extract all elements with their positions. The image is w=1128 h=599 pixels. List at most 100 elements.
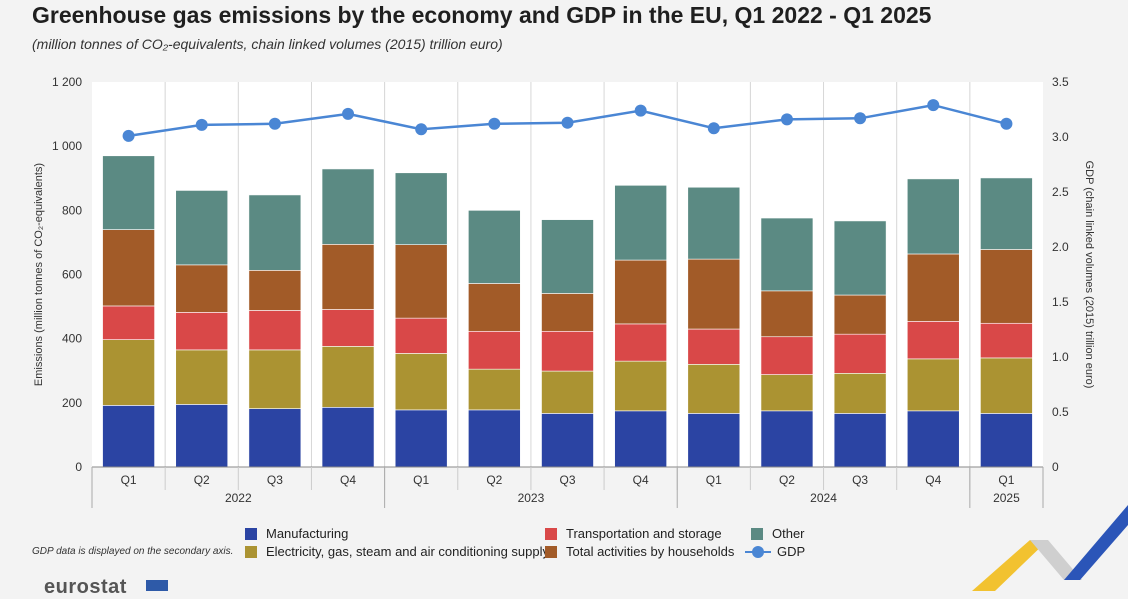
x-tick-label: Q2: [194, 473, 210, 487]
bar-segment: [321, 346, 375, 408]
bar-segment: [175, 349, 229, 405]
gdp-point: [342, 107, 355, 120]
bar-segment: [614, 185, 667, 261]
gdp-point: [854, 112, 867, 125]
y2-tick-label: 2.5: [1052, 185, 1069, 199]
bar-segment: [394, 244, 448, 319]
chart-svg: 0 200 400 600 800 1 000 1 200 0 0.5 1.0 1.5 2.0 2.5 3…: [33, 75, 1095, 508]
year-label: 2022: [225, 491, 252, 505]
y2-tick-label: 3.5: [1052, 75, 1069, 89]
x-tick-label: Q4: [340, 473, 356, 487]
bar-segment: [687, 258, 741, 330]
bar-segment: [906, 178, 960, 255]
x-tick-label: Q1: [998, 473, 1014, 487]
gdp-point: [195, 118, 208, 131]
bar-segment: [102, 155, 155, 230]
year-label: 2024: [810, 491, 837, 505]
footnote: GDP data is displayed on the secondary a…: [32, 546, 234, 557]
gdp-point: [780, 113, 793, 126]
y-tick-label: 400: [62, 332, 82, 346]
legend-swatch: [545, 545, 557, 558]
legend-label: Other: [772, 526, 805, 541]
x-tick-label: Q3: [267, 473, 283, 487]
legend-transportation: Transportation and storage: [545, 526, 722, 541]
legend-gdp-swatch: [745, 545, 771, 558]
bar-segment: [980, 413, 1033, 468]
bar-segment: [614, 323, 667, 362]
x-tick-label: Q1: [706, 473, 722, 487]
bar-segment: [102, 229, 155, 307]
bar-segment: [687, 186, 741, 260]
legend-other: Other: [751, 526, 805, 541]
y2-tick-label: 3.0: [1052, 130, 1069, 144]
bar-segment: [248, 310, 302, 351]
year-label: 2025: [993, 491, 1020, 505]
bar-segment: [980, 249, 1033, 324]
legend-swatch: [751, 527, 763, 540]
legend-households: Total activities by households: [545, 544, 734, 559]
bar-segment: [980, 177, 1033, 250]
y-tick-label: 1 000: [52, 139, 82, 153]
legend-gdp: GDP: [745, 544, 805, 559]
x-tick-label: Q3: [852, 473, 868, 487]
bar-segment: [906, 358, 960, 412]
x-tick-label: Q2: [486, 473, 502, 487]
x-tick-label: Q2: [779, 473, 795, 487]
bar-segment: [321, 244, 375, 310]
decorative-chevron-icon: [972, 505, 1128, 591]
y2-tick-label: 2.0: [1052, 240, 1069, 254]
x-tick-label: Q3: [559, 473, 575, 487]
bar-segment: [248, 194, 302, 271]
bar-segment: [102, 305, 155, 340]
bar-segment: [760, 290, 814, 338]
gdp-point: [927, 99, 940, 112]
bar-segment: [760, 217, 814, 292]
bar-segment: [906, 410, 960, 468]
bar-segment: [321, 168, 375, 245]
chart-title: Greenhouse gas emissions by the economy …: [32, 2, 932, 28]
x-tick-label: Q1: [413, 473, 429, 487]
bar-segment: [394, 172, 448, 245]
chart-subtitle: (million tonnes of CO₂-equivalents, chai…: [32, 36, 503, 52]
x-tick-label: Q1: [121, 473, 137, 487]
bar-segment: [468, 330, 521, 370]
y2-tick-label: 0: [1052, 460, 1059, 474]
bar-segment: [468, 210, 521, 284]
bar-segment: [541, 293, 594, 332]
y2-tick-label: 1.0: [1052, 350, 1069, 364]
bar-segment: [468, 283, 521, 332]
bar-segment: [906, 253, 960, 322]
legend-manufacturing: Manufacturing: [245, 526, 348, 541]
bar-segment: [614, 259, 667, 325]
bar-segment: [541, 370, 594, 414]
legend-label: Manufacturing: [266, 526, 349, 541]
bar-segment: [102, 339, 155, 406]
bar-segment: [175, 190, 229, 266]
bar-segment: [833, 413, 887, 468]
bar-segment: [248, 408, 302, 468]
legend-label: Electricity, gas, steam and air conditio…: [266, 544, 550, 559]
bar-segment: [760, 374, 814, 412]
bar-segment: [687, 364, 741, 414]
legend-label: Total activities by households: [566, 544, 735, 559]
y2-tick-label: 0.5: [1052, 405, 1069, 419]
bar-segment: [175, 404, 229, 468]
y2-axis-title: GDP (chain linked volumes (2015) trillio…: [1083, 161, 1095, 389]
gdp-point: [415, 123, 428, 136]
bar-segment: [833, 373, 887, 414]
bar-segment: [980, 322, 1033, 359]
gdp-point: [561, 116, 574, 129]
bar-segment: [468, 368, 521, 411]
legend-electricity: Electricity, gas, steam and air conditio…: [245, 544, 549, 559]
gdp-point: [634, 104, 647, 117]
y2-tick-label: 1.5: [1052, 295, 1069, 309]
x-tick-label: Q4: [633, 473, 649, 487]
y-tick-label: 1 200: [52, 75, 82, 89]
bar-segment: [248, 270, 302, 311]
eurostat-logo: eurostat: [44, 576, 127, 598]
legend-swatch: [245, 527, 257, 540]
bar-segment: [394, 353, 448, 411]
bar-segment: [175, 312, 229, 351]
y-tick-label: 0: [75, 460, 82, 474]
bar-segment: [687, 413, 741, 468]
